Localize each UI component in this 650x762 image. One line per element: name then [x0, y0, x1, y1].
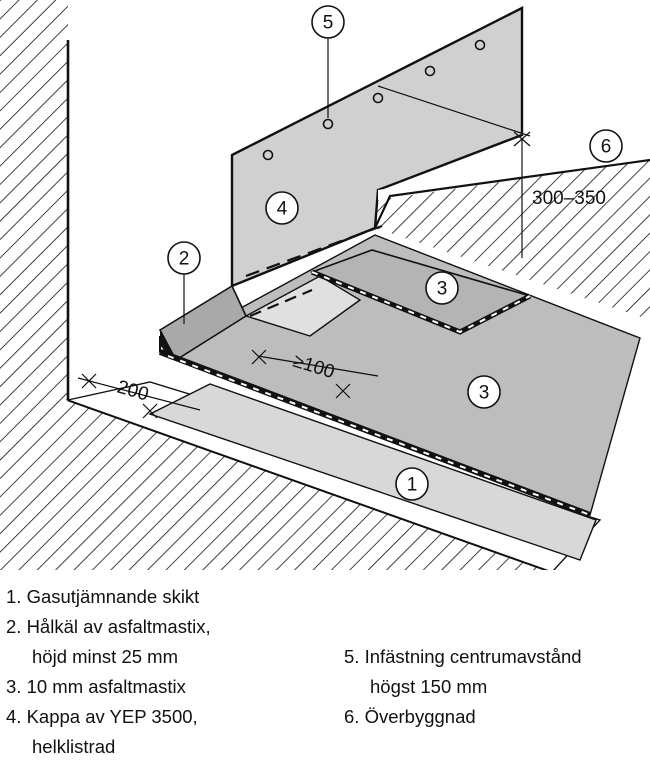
callout-6: 6: [589, 129, 623, 163]
levelling-layer-surface: [148, 383, 597, 561]
legend-right: 5. Infästning centrumavstånd högst 150 m…: [344, 642, 582, 732]
mastic-upper-dashed-white: [311, 271, 531, 334]
fastener-hole-4: [424, 65, 436, 77]
callout-2: 2: [167, 241, 201, 275]
hidden-line-1: [245, 224, 383, 278]
legend-item-4: 4. Kappa av YEP 3500,: [6, 706, 198, 727]
membrane-lap-area: [244, 275, 362, 337]
legend-item-2-cont: höjd minst 25 mm: [32, 646, 178, 667]
callout-5-label: 5: [323, 13, 334, 34]
dim-height-label: 300–350: [532, 188, 606, 209]
mastic-fillet-end: [160, 330, 176, 360]
legend-item-5-cont: högst 150 mm: [370, 676, 488, 697]
callout-3-upper-label: 3: [437, 279, 448, 300]
callout-1-label: 1: [407, 475, 418, 496]
dim-200-tick-left-v: [81, 373, 97, 389]
fastener-hole-3: [372, 92, 384, 104]
callout-6-label: 6: [601, 137, 612, 158]
roof-detail-diagram: 300–350 ≥100 200 5 6 4: [0, 0, 650, 570]
callout-3-upper: 3: [425, 271, 459, 305]
overbuilding-hatch: [375, 160, 650, 320]
wall-hatch: [0, 0, 68, 400]
dim-200-tick-right-v: [142, 403, 158, 419]
legend-left: 1. Gasutjämnande skikt 2. Hålkäl av asfa…: [6, 582, 211, 762]
dim-overlap-line: [257, 355, 379, 377]
callout-3-main-label: 3: [479, 383, 490, 404]
legend-item-1: 1. Gasutjämnande skikt: [6, 586, 200, 607]
fastener-hole-1: [262, 149, 274, 161]
dim-overlap-tick-right-v: [335, 383, 351, 399]
callout-4: 4: [265, 191, 299, 225]
callout-3-main: 3: [467, 375, 501, 409]
hidden-line-2: [249, 288, 313, 318]
subgrade-hatch: [0, 400, 650, 570]
legend-item-2: 2. Hålkäl av asfaltmastix,: [6, 616, 211, 637]
mastic-main-front-edge-white: [167, 355, 591, 516]
dim-200-line: [77, 377, 201, 411]
overbuilding-edge: [374, 158, 650, 229]
legend-item-4-cont: helklistrad: [32, 736, 116, 757]
dim-height-extension: [377, 85, 531, 137]
fastener-hole-2: [322, 118, 334, 130]
legend-item-5: 5. Infästning centrumavstånd: [344, 646, 582, 667]
callout-1: 1: [395, 467, 429, 501]
dim-height-tick-top-v: [513, 131, 531, 147]
legend-item-6: 6. Överbyggnad: [344, 706, 476, 727]
callout-2-label: 2: [179, 249, 190, 270]
fastener-hole-5: [474, 39, 486, 51]
legend-item-3: 3. 10 mm asfaltmastix: [6, 676, 186, 697]
callout-5: 5: [311, 5, 345, 39]
callout-4-label: 4: [277, 199, 288, 220]
dim-overlap-tick-left-v: [251, 349, 267, 365]
